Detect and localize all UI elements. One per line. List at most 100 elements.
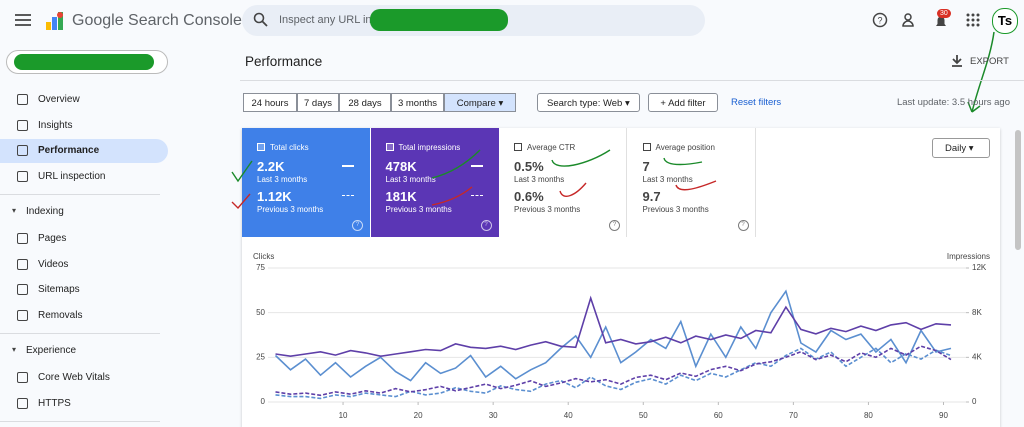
x-tick-label: 80	[864, 411, 873, 420]
metric-card[interactable]: Total impressions 478K Last 3 months 181K Pr…	[370, 128, 499, 237]
apps-icon[interactable]	[966, 13, 980, 27]
series-icon	[342, 195, 354, 196]
metric-card[interactable]: Total clicks 2.2K Last 3 months 1.12K Previo…	[242, 128, 370, 237]
bell-icon[interactable]	[934, 14, 948, 30]
metric-previous-period: Previous 3 months	[385, 205, 452, 214]
nav-item[interactable]: Core Web Vitals	[0, 366, 168, 390]
logo	[46, 12, 63, 30]
nav-item[interactable]: URL inspection	[0, 165, 168, 189]
filter-button[interactable]: Compare ▾	[444, 93, 516, 112]
reset-filters[interactable]: Reset filters	[731, 97, 782, 108]
page-title: Performance	[245, 54, 323, 69]
metric-label: Average position	[655, 143, 715, 152]
series-line	[275, 295, 952, 358]
series-line	[274, 289, 952, 382]
nav-icon	[17, 397, 28, 409]
y2-tick-label: 4K	[972, 352, 982, 361]
svg-text:?: ?	[877, 15, 882, 25]
y2-tick-label: 12K	[972, 263, 987, 272]
metric-current-period: Last 3 months	[514, 175, 565, 184]
metric-current: 2.2K	[257, 159, 285, 174]
granularity-select[interactable]: Daily ▾	[932, 138, 990, 158]
series-icon	[470, 195, 483, 196]
nav-icon	[17, 94, 28, 105]
nav-item[interactable]: Removals	[0, 304, 168, 328]
nav-icon	[17, 309, 28, 321]
x-tick-label: 70	[789, 411, 798, 420]
y2-tick-label: 8K	[972, 308, 982, 317]
y-tick-label: 25	[256, 352, 265, 361]
nav-icon	[17, 145, 28, 156]
nav-section-title[interactable]: Experience	[26, 345, 77, 356]
nav-item[interactable]: Videos	[0, 253, 168, 277]
nav-item[interactable]: Sitemaps	[0, 278, 168, 302]
x-tick-label: 20	[414, 411, 423, 420]
metric-current-period: Last 3 months	[385, 175, 436, 184]
notification-badge: 30	[937, 9, 951, 18]
metric-current-period: Last 3 months	[257, 175, 308, 184]
product-name: Google Search Console	[72, 12, 242, 29]
help-icon: ?	[609, 220, 620, 231]
metric-card[interactable]: Average CTR 0.5% Last 3 months 0.6% Previous…	[499, 128, 627, 237]
filter-button[interactable]: 3 months	[391, 93, 444, 112]
metric-previous-period: Previous 3 months	[642, 205, 709, 214]
download-icon	[952, 55, 962, 67]
annotation-arrow	[967, 31, 995, 113]
metric-previous-period: Previous 3 months	[257, 205, 324, 214]
nav-item[interactable]: HTTPS	[0, 392, 168, 416]
checkbox	[514, 143, 522, 151]
menu-icon[interactable]	[14, 12, 32, 28]
nav-section-title[interactable]: Indexing	[26, 206, 64, 217]
metric-current: 7	[642, 159, 650, 174]
metric-card[interactable]: Average position 7 Last 3 months 9.7 Previou…	[627, 128, 756, 237]
help-icon: ?	[352, 220, 363, 231]
nav-item[interactable]: Performance	[0, 139, 168, 163]
x-tick-label: 90	[939, 411, 948, 420]
metric-previous: 1.12K	[257, 189, 292, 204]
nav-icon	[17, 119, 28, 131]
y-tick-label: 50	[256, 308, 265, 317]
metric-previous-period: Previous 3 months	[514, 205, 581, 214]
metric-current: 0.5%	[514, 159, 544, 174]
filter-button[interactable]: 7 days	[297, 93, 339, 112]
metric-previous: 9.7	[642, 189, 661, 204]
nav-icon	[17, 258, 28, 270]
add-filter-button[interactable]: + Add filter	[648, 93, 718, 112]
filter-button[interactable]: 24 hours	[243, 93, 297, 112]
help-icon[interactable]: ?	[872, 12, 888, 28]
series-line	[275, 345, 952, 397]
series-icon	[470, 165, 483, 167]
series-icon	[342, 165, 354, 167]
nav-item[interactable]: Overview	[0, 88, 168, 112]
filter-button[interactable]: 28 days	[339, 93, 391, 112]
avatar[interactable]: Ts	[992, 8, 1018, 34]
export-button[interactable]: EXPORT	[970, 56, 1009, 67]
checkbox	[385, 143, 394, 151]
nav-icon	[17, 284, 28, 295]
search-type-button[interactable]: Search type: Web ▾	[537, 93, 640, 112]
metric-label: Total impressions	[398, 143, 461, 152]
help-icon: ?	[737, 220, 749, 231]
y2-tick-label: 0	[972, 397, 977, 406]
nav-item[interactable]: Pages	[0, 227, 168, 251]
caret: ▾	[12, 206, 17, 215]
nav-item[interactable]: Insights	[0, 114, 168, 138]
checkbox	[642, 143, 651, 151]
x-tick-label: 30	[489, 411, 498, 420]
metric-label: Total clicks	[270, 143, 309, 152]
divider	[0, 333, 160, 334]
scrollbar[interactable]	[1015, 130, 1021, 250]
metric-label: Average CTR	[527, 143, 576, 152]
help-icon: ?	[480, 220, 492, 231]
caret: ▾	[12, 345, 17, 354]
search-placeholder: Inspect any URL in	[279, 14, 372, 26]
redaction	[14, 54, 154, 70]
y2-axis-title: Impressions	[947, 252, 990, 261]
checkbox	[257, 143, 265, 151]
users-icon[interactable]	[902, 12, 918, 28]
search-type: Search type: Web	[547, 98, 623, 109]
nav-icon	[17, 170, 28, 182]
